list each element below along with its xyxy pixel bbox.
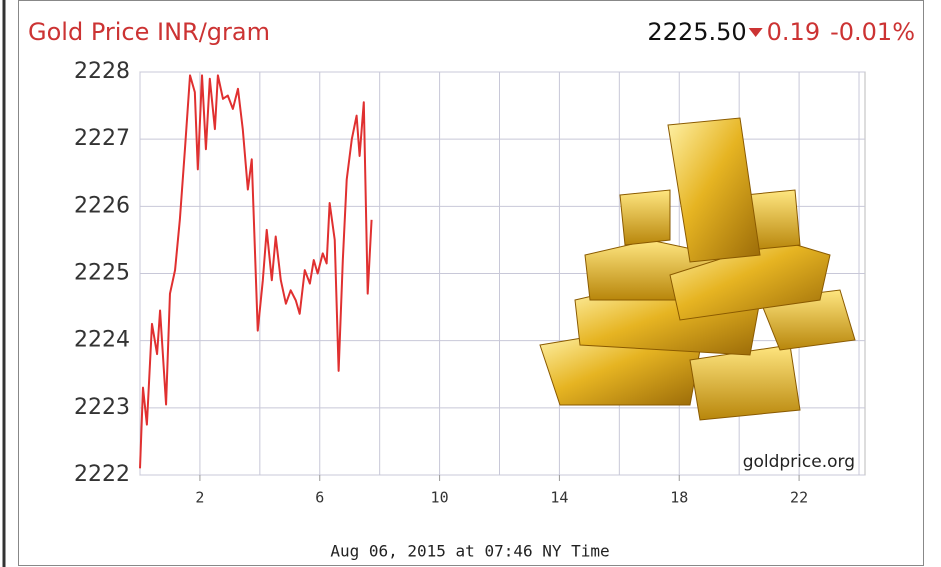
x-tick-label: 14 (550, 489, 568, 507)
footer: Aug 06, 2015 at 07:46 NY Time (330, 542, 609, 561)
y-tick-label: 2223 (74, 395, 130, 420)
y-tick-label: 2225 (74, 261, 130, 286)
x-tick-label: 6 (315, 489, 324, 507)
y-tick-label: 2228 (74, 59, 130, 84)
price: 2225.50 (647, 18, 746, 46)
watermark: goldprice.org (743, 452, 855, 472)
price-line (139, 74, 373, 469)
y-tick-label: 2227 (74, 126, 130, 151)
x-tick-label: 22 (790, 489, 808, 507)
change: 0.19 (767, 18, 820, 46)
change-percent: -0.01% (830, 18, 915, 46)
y-tick-label: 2222 (74, 462, 130, 487)
y-tick-label: 2226 (74, 193, 130, 218)
down-arrow (748, 28, 763, 37)
y-tick-label: 2224 (74, 328, 130, 353)
x-tick-label: 10 (431, 489, 449, 507)
chart-title: Gold Price INR/gram (28, 18, 270, 46)
x-tick-label: 2 (195, 489, 204, 507)
x-tick-label: 18 (670, 489, 688, 507)
gold-bars-image (539, 117, 856, 421)
